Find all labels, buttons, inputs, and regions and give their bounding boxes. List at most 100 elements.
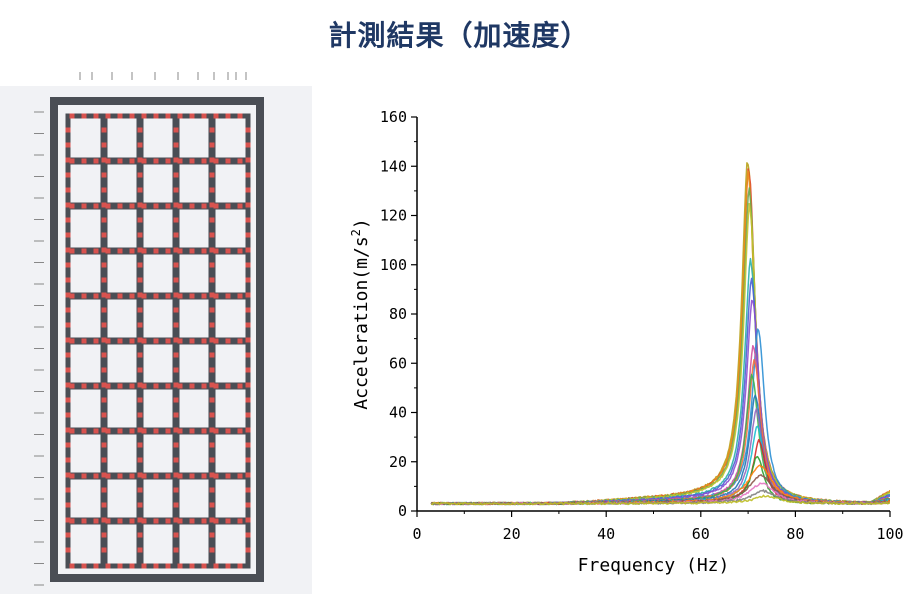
sensor-marker [209,202,215,208]
sensor-marker [173,277,179,283]
sensor-marker [93,383,99,389]
sensor-marker [105,158,111,164]
sensor-marker [129,518,135,524]
y-tick-label: 60 [389,354,407,372]
sensor-marker [137,247,143,253]
sensor-marker [237,473,243,479]
sensor-marker [213,473,219,479]
sensor-marker [237,518,243,524]
sensor-marker [93,518,99,524]
sensor-marker [101,427,107,433]
sensor-marker [65,127,71,133]
sensor-marker [137,352,143,358]
sensor-marker [201,563,207,569]
series-line [430,202,890,506]
sensor-marker [165,338,171,344]
sensor-marker [177,293,183,299]
x-tick-label: 100 [876,525,903,543]
sensor-marker [245,262,251,268]
sensor-marker [165,248,171,254]
sensor-marker [65,217,71,223]
sensor-marker [137,382,143,388]
sensor-marker [101,457,107,463]
sensor-marker [117,428,123,434]
sensor-marker [209,247,215,253]
sensor-marker [69,158,75,164]
sensor-marker [245,532,251,538]
sensor-marker [105,338,111,344]
sensor-marker [245,172,251,178]
sensor-marker [129,203,135,209]
sensor-marker [101,397,107,403]
series-group [430,162,890,506]
sensor-marker [153,473,159,479]
sensor-marker [213,383,219,389]
sensor-marker [129,428,135,434]
sensor-marker [65,232,71,238]
sensor-marker [173,442,179,448]
sensor-marker [101,367,107,373]
series-line [431,170,890,506]
sensor-marker [65,397,71,403]
sensor-marker [165,203,171,209]
sensor-marker [137,232,143,238]
sensor-marker [93,113,99,119]
sensor-marker [101,277,107,283]
sensor-marker [117,113,123,119]
x-axis-label: Frequency (Hz) [578,555,730,576]
sensor-marker [65,292,71,298]
sensor-marker [93,563,99,569]
sensor-marker [137,157,143,163]
sensor-marker [137,262,143,268]
sensor-marker [93,293,99,299]
sensor-marker [137,532,143,538]
sensor-marker [81,338,87,344]
sensor-marker [69,518,75,524]
sensor-marker [141,338,147,344]
sensor-marker [129,113,135,119]
sensor-marker [237,203,243,209]
sensor-marker [117,383,123,389]
sensor-marker [237,158,243,164]
sensor-marker [153,563,159,569]
sensor-marker [65,442,71,448]
sensor-marker [173,322,179,328]
sensor-marker [201,338,207,344]
y-tick-label: 160 [380,108,407,126]
sensor-marker [225,428,231,434]
sensor-marker [209,217,215,223]
sensor-marker [237,563,243,569]
sensor-marker [101,532,107,538]
x-tick-label: 20 [503,525,521,543]
sensor-marker [225,473,231,479]
sensor-marker [153,518,159,524]
sensor-marker [189,293,195,299]
y-tick-label: 80 [389,305,407,323]
sensor-marker [245,157,251,163]
series-line [430,408,890,506]
y-tick-label: 120 [380,207,407,225]
sensor-marker [177,383,183,389]
sensor-marker [65,172,71,178]
sensor-marker [245,547,251,553]
sensor-marker [81,158,87,164]
sensor-marker [69,473,75,479]
series-line [430,168,890,506]
sensor-marker [137,412,143,418]
sensor-marker [81,293,87,299]
x-tick-label: 60 [692,525,710,543]
sensor-marker [177,113,183,119]
sensor-marker [173,532,179,538]
sensor-marker [209,292,215,298]
sensor-marker [129,473,135,479]
sensor-marker [65,202,71,208]
sensor-marker [209,382,215,388]
y-axis-label: Acceleration(m/s2) [349,218,372,409]
sensor-marker [117,473,123,479]
sensor-marker [173,472,179,478]
series-line [431,344,890,506]
sensor-marker [173,142,179,148]
sensor-marker [101,187,107,193]
y-tick-label: 140 [380,157,407,175]
sensor-marker [93,248,99,254]
